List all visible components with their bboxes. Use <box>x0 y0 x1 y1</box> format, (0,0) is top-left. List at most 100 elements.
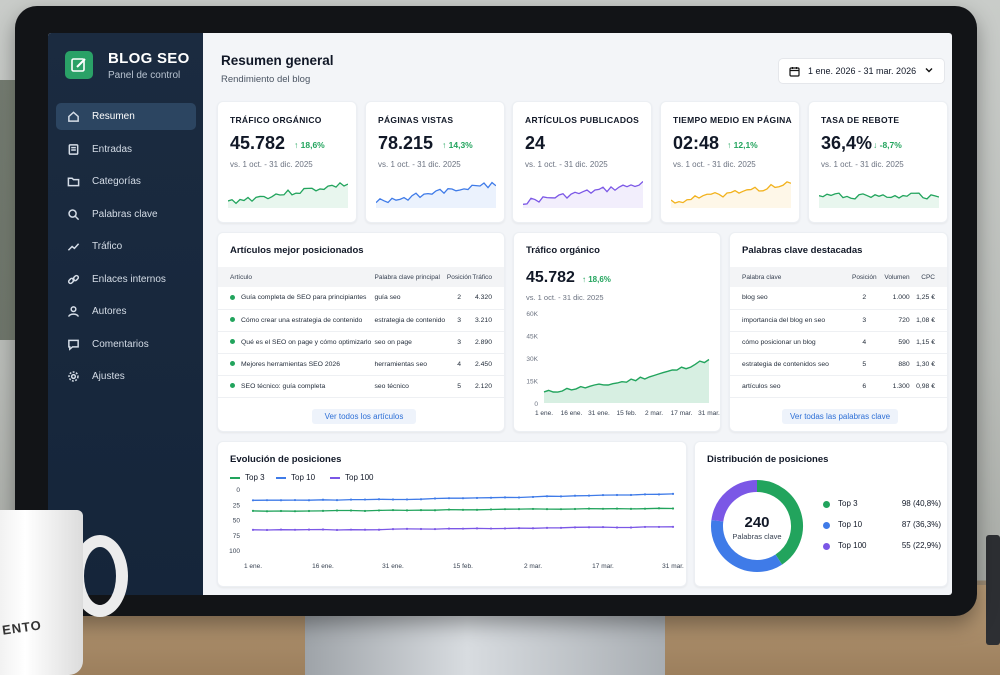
table-row[interactable]: Guía completa de SEO para principiantes … <box>218 287 504 310</box>
table-row[interactable]: artículos seo 6 1.300 0,98 € <box>730 375 947 398</box>
donut-slice[interactable] <box>711 520 783 572</box>
series-point <box>447 497 451 500</box>
table-row[interactable]: cómo posicionar un blog 4 590 1,15 € <box>730 331 947 354</box>
series-point <box>265 510 269 513</box>
table-row[interactable]: SEO técnico: guía completa seo técnico 5 2… <box>218 375 504 398</box>
series-point <box>349 528 353 531</box>
series-point <box>643 507 647 510</box>
top-articles-card: Artículos mejor posicionados Artículo Pa… <box>217 232 505 432</box>
sidebar-item-ajustes[interactable]: Ajustes <box>56 363 196 390</box>
status-dot <box>230 317 235 323</box>
sparkline-line <box>228 181 348 205</box>
kpi-value: 36,4% <box>821 133 873 153</box>
kpi-delta: ↑ 18,6% <box>294 140 325 150</box>
x-tick-label: 15 feb. <box>617 410 637 417</box>
traffic-value: 45.782 <box>526 269 575 286</box>
sparkline-area <box>376 182 496 208</box>
y-tick-label: 75 <box>233 533 241 540</box>
card-title: Distribución de posiciones <box>707 454 829 465</box>
kpi-card-bounce-rate[interactable]: TASA DE REBOTE 36,4% ↓ -8,7% vs. 1 oct. … <box>808 101 948 223</box>
series-point <box>391 508 395 512</box>
series-point <box>657 493 661 496</box>
legend-top-10[interactable]: Top 10 <box>276 473 315 482</box>
traffic-area <box>544 359 709 403</box>
kpi-card-published-articles[interactable]: ARTÍCULOS PUBLICADOS 24 vs. 1 oct. - 31 … <box>512 101 652 223</box>
kpi-card-organic-traffic[interactable]: TRÁFICO ORGÁNICO 45.782 ↑ 18,6% vs. 1 oc… <box>217 101 357 223</box>
positions-evolution-card: Evolución de posiciones Top 3 Top 10 Top… <box>217 441 687 587</box>
series-point <box>559 508 563 511</box>
table-row[interactable]: estrategia de contenidos seo 5 880 1,30 € <box>730 353 947 376</box>
page-subtitle: Rendimiento del blog <box>221 74 311 85</box>
kpi-period: vs. 1 oct. - 31 dic. 2025 <box>230 160 313 169</box>
column-header: Volumen <box>879 267 910 287</box>
screen: BLOG SEO Panel de control Resumen Entrad… <box>48 33 952 595</box>
sidebar-item-palabras-clave[interactable]: Palabras clave <box>56 201 196 228</box>
sparkline-area <box>228 182 348 208</box>
series-point <box>321 509 325 512</box>
series-point <box>573 494 577 497</box>
table-row[interactable]: blog seo 2 1.000 1,25 € <box>730 287 947 310</box>
sidebar-item-trafico[interactable]: Tráfico <box>56 233 196 260</box>
table-row[interactable]: importancia del blog en seo 3 720 1,08 € <box>730 309 947 332</box>
x-tick-label: 2 mar. <box>645 410 663 417</box>
sidebar-item-categorias[interactable]: Categorías <box>56 168 196 195</box>
series-point <box>587 526 591 529</box>
sparkline-area <box>819 193 939 208</box>
series-point <box>601 525 605 529</box>
series-point <box>503 496 507 499</box>
donut-slice[interactable] <box>756 480 803 565</box>
x-tick-label: 31 mar. <box>698 410 720 417</box>
sidebar-item-enlaces-internos[interactable]: Enlaces internos <box>56 266 196 293</box>
sidebar-item-resumen[interactable]: Resumen <box>56 103 196 130</box>
series-point <box>503 527 507 530</box>
legend-top-3[interactable]: Top 3 <box>230 473 265 482</box>
series-point <box>405 498 409 501</box>
legend-top-100[interactable]: Top 100 <box>330 473 373 482</box>
monitor-stand <box>305 610 665 675</box>
card-title: Evolución de posiciones <box>230 454 342 465</box>
folder-icon <box>66 175 80 189</box>
series-point <box>265 499 269 502</box>
sidebar-item-label: Autores <box>92 306 127 317</box>
series-point <box>293 510 297 513</box>
series-point <box>629 507 633 510</box>
series-point <box>531 495 535 499</box>
series-point <box>279 499 283 502</box>
kpi-card-page-views[interactable]: PÁGINAS VISTAS 78.215 ↑ 14,3% vs. 1 oct.… <box>365 101 505 223</box>
series-point <box>349 509 353 512</box>
sidebar-item-label: Enlaces internos <box>92 273 166 285</box>
view-all-keywords-link[interactable]: Ver todas las palabras clave <box>782 409 898 424</box>
donut-slice[interactable] <box>711 480 758 522</box>
series-point <box>489 496 493 499</box>
status-dot <box>230 294 235 300</box>
series-point <box>615 507 619 510</box>
x-tick-label: 15 feb. <box>453 563 473 570</box>
series-point <box>531 527 535 530</box>
x-tick-label: 31 mar. <box>662 563 684 570</box>
comment-icon <box>66 337 80 351</box>
sidebar-item-comentarios[interactable]: Comentarios <box>56 331 196 358</box>
view-all-articles-link[interactable]: Ver todos los artículos <box>312 409 416 424</box>
arrow-up-icon: ↑ <box>582 275 589 284</box>
sidebar-item-label: Categorías <box>92 176 141 187</box>
gear-icon <box>66 370 80 384</box>
kpi-card-avg-time[interactable]: TIEMPO MEDIO EN PÁGINA 02:48 ↑ 12,1% vs.… <box>660 101 800 223</box>
series-point <box>615 526 619 529</box>
series-point <box>573 507 577 511</box>
table-row[interactable]: Qué es el SEO on page y cómo optimizarlo… <box>218 331 504 354</box>
date-range-selector[interactable]: 1 ene. 2026 - 31 mar. 2026 <box>778 58 945 84</box>
series-point <box>251 528 255 531</box>
series-point <box>433 527 437 531</box>
column-header: CPC <box>909 267 947 287</box>
sidebar-item-entradas[interactable]: Entradas <box>56 136 196 163</box>
series-point <box>433 509 437 512</box>
series-point <box>545 508 549 511</box>
series-point <box>391 498 395 501</box>
side-object <box>986 535 1000 645</box>
kpi-period: vs. 1 oct. - 31 dic. 2025 <box>525 160 608 169</box>
kpi-sparkline <box>523 181 643 208</box>
x-tick-label: 17 mar. <box>671 410 693 417</box>
sidebar-item-autores[interactable]: Autores <box>56 298 196 325</box>
table-row[interactable]: Mejores herramientas SEO 2026 herramient… <box>218 353 504 376</box>
table-row[interactable]: Cómo crear una estrategia de contenido e… <box>218 309 504 332</box>
